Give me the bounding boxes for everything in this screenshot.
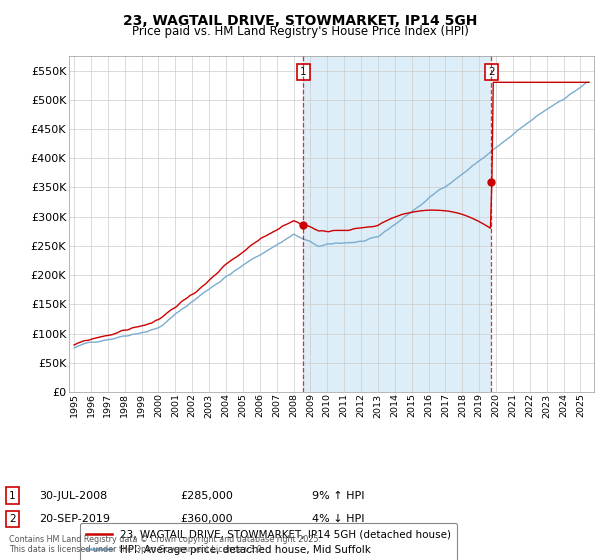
Bar [304,56,491,392]
Text: 1: 1 [300,67,307,77]
Text: 1: 1 [9,491,16,501]
Text: £360,000: £360,000 [180,514,233,524]
Text: 20-SEP-2019: 20-SEP-2019 [39,514,110,524]
Text: Contains HM Land Registry data © Crown copyright and database right 2025.
This d: Contains HM Land Registry data © Crown c… [9,535,321,554]
Text: 30-JUL-2008: 30-JUL-2008 [39,491,107,501]
Text: 9% ↑ HPI: 9% ↑ HPI [312,491,365,501]
Text: 4% ↓ HPI: 4% ↓ HPI [312,514,365,524]
Text: 2: 2 [9,514,16,524]
Text: 23, WAGTAIL DRIVE, STOWMARKET, IP14 5GH: 23, WAGTAIL DRIVE, STOWMARKET, IP14 5GH [123,14,477,28]
Text: Price paid vs. HM Land Registry's House Price Index (HPI): Price paid vs. HM Land Registry's House … [131,25,469,38]
Text: £285,000: £285,000 [180,491,233,501]
Legend: 23, WAGTAIL DRIVE, STOWMARKET, IP14 5GH (detached house), HPI: Average price, de: 23, WAGTAIL DRIVE, STOWMARKET, IP14 5GH … [80,524,457,560]
Text: 2: 2 [488,67,494,77]
